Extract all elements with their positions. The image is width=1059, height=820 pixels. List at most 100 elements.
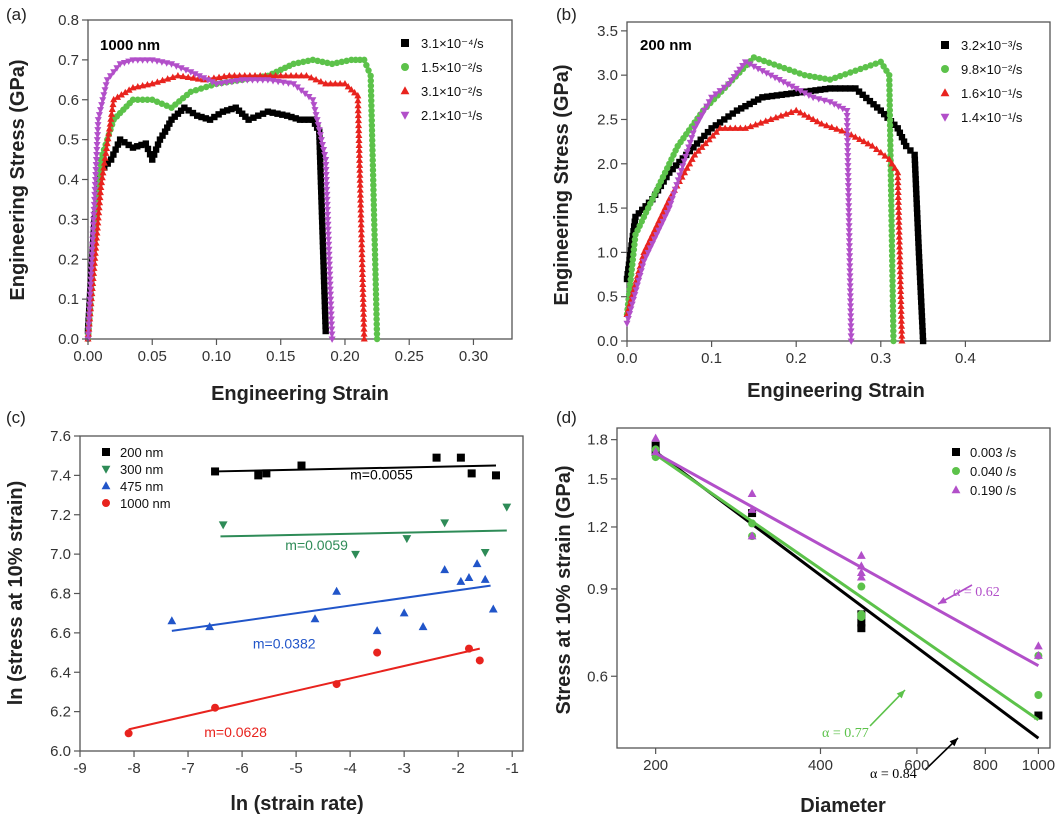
fit-line xyxy=(654,453,1040,722)
data-point xyxy=(264,108,272,115)
data-point xyxy=(648,240,656,248)
data-point xyxy=(767,72,775,80)
data-point xyxy=(813,117,821,125)
data-point xyxy=(96,193,104,201)
data-point xyxy=(91,176,99,184)
data-point xyxy=(85,311,93,318)
data-point xyxy=(729,110,736,117)
x-tick-label: 200 xyxy=(643,757,668,774)
data-point xyxy=(369,137,376,144)
legend-marker xyxy=(101,481,111,490)
data-point xyxy=(888,237,896,244)
legend-marker xyxy=(952,467,960,475)
data-point xyxy=(194,75,203,82)
data-point xyxy=(698,143,706,150)
data-point xyxy=(880,110,888,118)
data-point xyxy=(182,67,190,74)
data-point xyxy=(844,148,852,155)
panel-c-marks: m=0.0055 m=0.0059 m=0.0382 m=0.0628 xyxy=(124,453,512,740)
data-point xyxy=(716,88,724,95)
data-point xyxy=(847,85,854,92)
data-point xyxy=(305,94,313,101)
panel-b-x-label: Engineering Strain xyxy=(747,380,925,402)
data-point xyxy=(233,78,241,85)
data-point xyxy=(758,68,766,75)
data-point xyxy=(708,125,715,132)
data-point xyxy=(898,327,906,334)
data-point xyxy=(663,199,671,207)
data-point xyxy=(304,57,312,65)
data-point xyxy=(916,263,923,271)
data-point xyxy=(846,268,854,275)
data-point xyxy=(801,111,809,118)
data-point xyxy=(629,261,636,268)
data-point xyxy=(86,301,94,308)
legend-label: 475 nm xyxy=(120,479,163,494)
data-point xyxy=(644,239,652,247)
data-point xyxy=(1033,650,1043,659)
data-point xyxy=(326,271,334,279)
data-point xyxy=(323,186,331,194)
data-point xyxy=(370,216,378,224)
data-point xyxy=(322,312,329,320)
data-point xyxy=(317,168,324,175)
data-point xyxy=(480,574,490,583)
data-point xyxy=(725,113,732,120)
data-point xyxy=(354,101,362,109)
data-point xyxy=(846,253,854,260)
data-point xyxy=(191,71,199,78)
data-point xyxy=(359,305,367,312)
data-point xyxy=(844,163,852,170)
data-point xyxy=(124,729,133,738)
y-tick-label: 3.0 xyxy=(597,67,618,84)
data-point xyxy=(373,648,382,657)
data-point xyxy=(318,208,326,215)
data-point xyxy=(121,88,129,96)
data-point xyxy=(464,644,473,653)
x-tick-label: 0.2 xyxy=(786,350,807,367)
data-point xyxy=(639,206,646,214)
data-point xyxy=(211,113,218,121)
data-point xyxy=(109,100,117,108)
data-point xyxy=(912,180,920,188)
data-point xyxy=(327,316,335,323)
data-point xyxy=(845,198,853,205)
data-point xyxy=(747,488,757,497)
data-point xyxy=(828,123,836,131)
data-point xyxy=(112,146,119,153)
data-point xyxy=(698,112,706,119)
x-tick-label: 0.0 xyxy=(617,350,638,367)
data-point xyxy=(843,123,851,130)
data-point xyxy=(851,133,859,140)
data-point xyxy=(167,61,176,68)
data-point xyxy=(887,137,894,144)
data-point xyxy=(748,519,757,528)
legend-marker xyxy=(400,111,410,120)
data-point xyxy=(919,332,927,340)
data-point xyxy=(847,303,855,310)
data-point xyxy=(845,208,853,215)
x-tick-label: 400 xyxy=(808,757,833,774)
data-point xyxy=(793,89,800,97)
data-point xyxy=(697,136,704,143)
data-point xyxy=(816,74,824,82)
data-point xyxy=(310,102,318,109)
data-point xyxy=(826,85,834,92)
data-point xyxy=(691,151,699,158)
stress-strain-series-line xyxy=(625,109,904,342)
data-point xyxy=(839,105,847,113)
panel-a-marks xyxy=(84,56,381,343)
data-point xyxy=(323,191,331,199)
data-point xyxy=(890,337,897,345)
data-point xyxy=(220,72,228,80)
data-point xyxy=(357,225,365,233)
data-point xyxy=(788,83,796,91)
data-point xyxy=(624,271,631,278)
data-point xyxy=(245,116,252,123)
data-point xyxy=(896,262,904,270)
data-point xyxy=(765,59,773,66)
y-tick-label: 1.8 xyxy=(587,432,608,449)
data-point xyxy=(211,467,220,476)
data-point xyxy=(90,216,98,224)
data-point xyxy=(161,128,169,135)
